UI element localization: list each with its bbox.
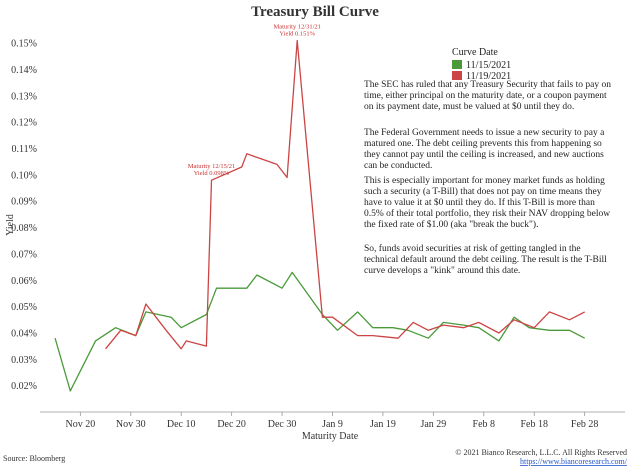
- commentary-paragraph-3: This is especially important for money m…: [364, 176, 611, 230]
- legend: Curve Date 11/15/2021 11/19/2021: [452, 47, 511, 82]
- commentary-paragraph-2: The Federal Government needs to issue a …: [364, 128, 605, 171]
- legend-swatch-11-19-2021: [452, 71, 462, 80]
- y-tick-label: 0.07%: [11, 249, 37, 260]
- legend-title: Curve Date: [452, 47, 498, 58]
- x-tick-label: Feb 18: [520, 419, 548, 430]
- y-tick-label: 0.11%: [12, 144, 37, 155]
- y-tick-label: 0.04%: [11, 328, 37, 339]
- commentary-paragraph-1: The SEC has ruled that any Treasury Secu…: [364, 80, 611, 112]
- copyright-note: © 2021 Bianco Research, L.L.C. All Right…: [455, 448, 627, 457]
- y-tick-label: 0.08%: [11, 223, 37, 234]
- y-tick-label: 0.09%: [11, 197, 37, 208]
- y-tick-label: 0.14%: [11, 65, 37, 76]
- legend-label-11-15-2021: 11/15/2021: [466, 60, 511, 71]
- x-tick-label: Dec 20: [217, 419, 246, 430]
- series-line-11-15-2021: [54, 271, 585, 392]
- y-tick-label: 0.12%: [11, 118, 37, 129]
- x-tick-label: Nov 30: [116, 419, 146, 430]
- y-tick-label: 0.03%: [11, 355, 37, 366]
- x-tick-label: Feb 28: [571, 419, 599, 430]
- y-tick-label: 0.10%: [11, 170, 37, 181]
- y-tick-label: 0.15%: [11, 39, 37, 50]
- y-axis-label: Yield: [5, 214, 16, 236]
- chart-title: Treasury Bill Curve: [251, 4, 379, 20]
- source-note: Source: Bloomberg: [3, 454, 65, 463]
- website-link[interactable]: https://www.biancoresearch.com/: [520, 457, 628, 466]
- x-axis-ticks: Nov 20 Nov 30 Dec 10 Dec 20 Dec 30 Jan 9 Jan 1…: [65, 412, 598, 430]
- series-line-11-19-2021: [105, 39, 585, 350]
- annotation-label: Maturity 12/31/21: [273, 24, 320, 31]
- x-tick-label: Jan 29: [420, 419, 446, 430]
- x-axis-label: Maturity Date: [302, 431, 359, 442]
- x-tick-label: Nov 20: [65, 419, 95, 430]
- y-axis-ticks: 0.02% 0.03% 0.04% 0.05% 0.06% 0.07% 0.08% 0.09%…: [11, 39, 37, 392]
- y-tick-label: 0.06%: [11, 276, 37, 287]
- x-tick-label: Dec 10: [167, 419, 196, 430]
- annotation-label: Yield 0.151%: [279, 31, 315, 38]
- commentary-paragraph-4: So, funds avoid securities at risk of ge…: [364, 244, 607, 276]
- x-tick-label: Jan 9: [322, 419, 343, 430]
- x-tick-label: Jan 19: [370, 419, 396, 430]
- annotation-label: Maturity 12/15/21: [188, 163, 235, 170]
- legend-label-11-19-2021: 11/19/2021: [466, 71, 511, 82]
- legend-swatch-11-15-2021: [452, 60, 462, 69]
- y-tick-label: 0.13%: [11, 91, 37, 102]
- x-tick-label: Dec 30: [268, 419, 297, 430]
- y-tick-label: 0.05%: [11, 302, 37, 313]
- series-lines: [54, 39, 585, 392]
- x-tick-label: Feb 8: [473, 419, 496, 430]
- annotation-label: Yield 0.098%: [194, 170, 230, 177]
- y-tick-label: 0.02%: [11, 381, 37, 392]
